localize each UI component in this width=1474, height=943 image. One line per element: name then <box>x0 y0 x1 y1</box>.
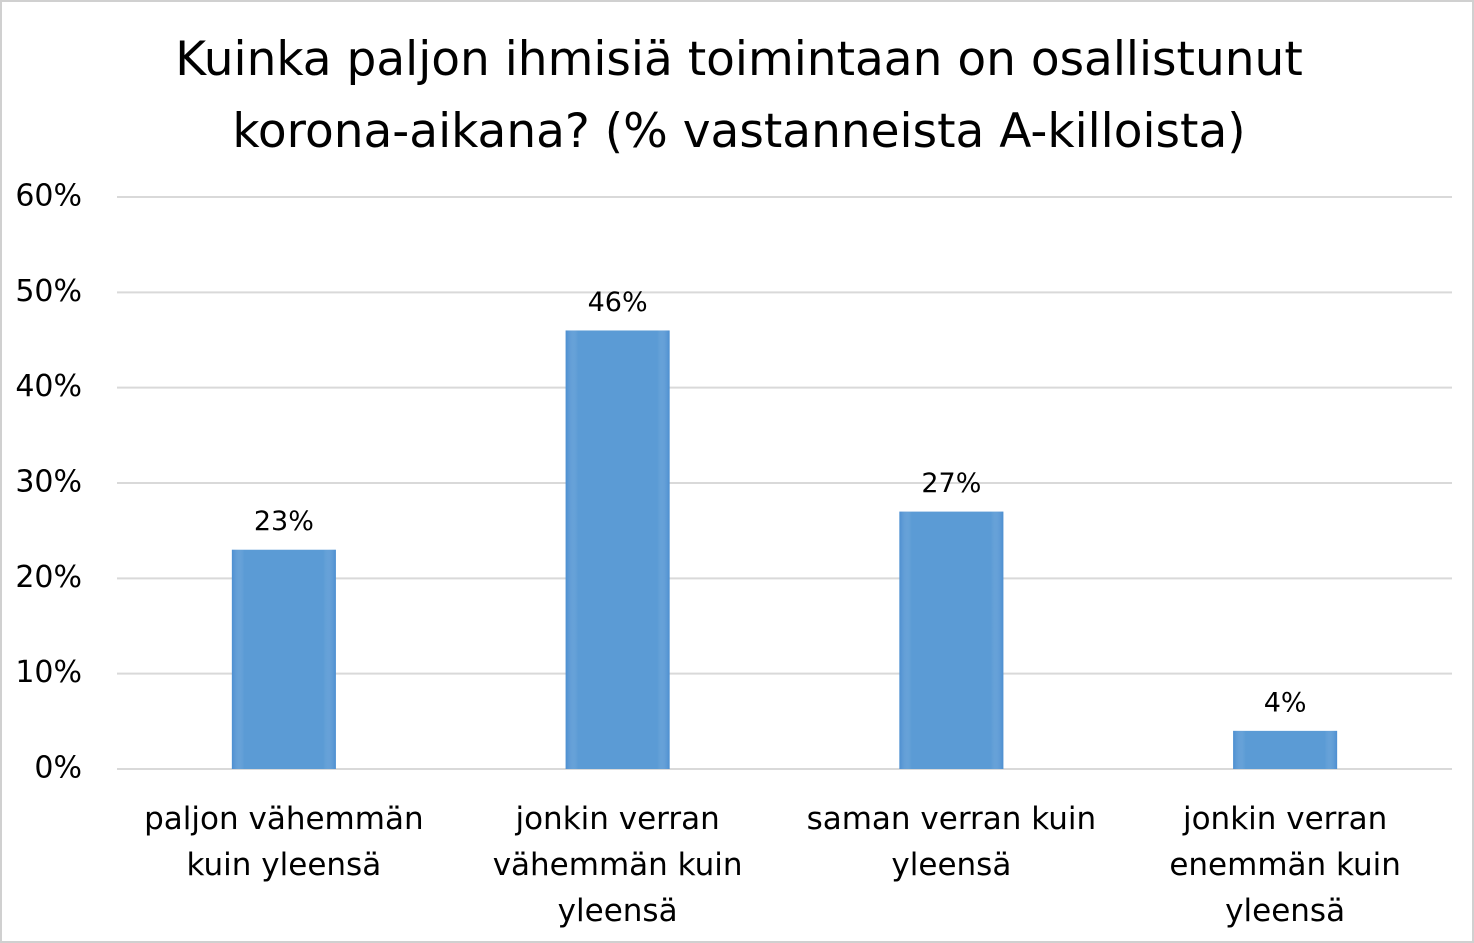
x-tick-label: jonkin verran vähemmän kuin yleensä <box>492 801 743 929</box>
y-tick-label: 60% <box>15 179 82 214</box>
bar <box>565 330 670 769</box>
data-label: 23% <box>254 506 314 537</box>
chart-title: Kuinka paljon ihmisiä toimintaan on osal… <box>175 32 1303 159</box>
y-tick-label: 10% <box>15 655 82 690</box>
data-label: 46% <box>588 287 648 318</box>
y-tick-label: 0% <box>34 751 82 786</box>
bar <box>1233 730 1338 769</box>
y-tick-label: 40% <box>15 369 82 404</box>
y-tick-label: 20% <box>15 560 82 595</box>
y-tick-label: 50% <box>15 274 82 309</box>
x-tick-label: jonkin verran enemmän kuin yleensä <box>1169 801 1401 929</box>
data-label: 4% <box>1264 687 1307 718</box>
bar <box>899 511 1004 769</box>
x-tick-label: saman verran kuin yleensä <box>806 801 1097 883</box>
y-tick-label: 30% <box>15 465 82 500</box>
bar <box>231 549 336 769</box>
x-tick-label: paljon vähemmän kuin yleensä <box>144 801 424 883</box>
data-label: 27% <box>921 468 981 499</box>
